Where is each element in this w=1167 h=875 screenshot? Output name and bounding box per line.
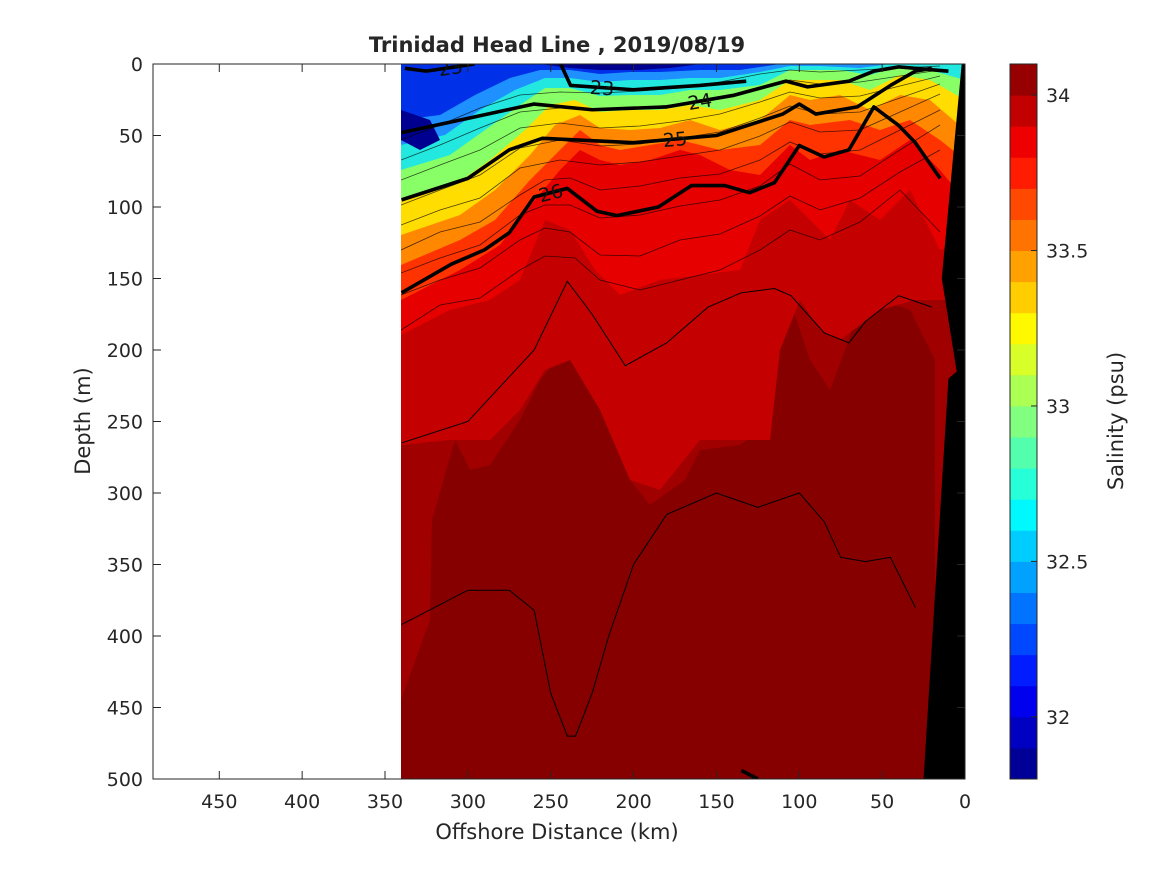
colorbar-step (1010, 157, 1037, 189)
colorbar-tick-label-32-5: 32.5 (1046, 551, 1088, 573)
axes-layer: 450 400 350 300 250 200 150 100 50 00501001502002… (107, 54, 971, 813)
colorbar-step (1010, 499, 1037, 531)
fill-band-34-05 (401, 300, 935, 779)
colorbar-step (1010, 374, 1037, 407)
colorbar-step (1010, 437, 1037, 469)
y-tick-label-0: 0 (131, 54, 143, 76)
x-tick-label-100: 100 (781, 791, 817, 813)
colorbar-step (1010, 188, 1037, 220)
fill-band-31-9 (401, 64, 700, 150)
colorbar-step (1010, 405, 1037, 438)
x-tick-label-250: 250 (533, 791, 569, 813)
sea-floor (923, 64, 965, 779)
colorbar-step (1010, 343, 1037, 376)
colorbar-step (1010, 685, 1037, 718)
fill-band-32-5 (401, 64, 890, 145)
colorbar-step (1010, 95, 1037, 127)
colorbar-tick-label-32: 32 (1046, 707, 1070, 729)
isopycnal-23-line-1 (559, 64, 747, 92)
x-axis-label: Offshore Distance (km) (435, 820, 678, 844)
colorbar-step (1010, 281, 1037, 314)
x-tick-label-300: 300 (450, 791, 486, 813)
y-tick-label-450: 450 (107, 698, 143, 720)
colorbar-step (1010, 716, 1037, 749)
isopycnal-label-24: 24 (686, 89, 714, 115)
y-tick-label-400: 400 (107, 626, 143, 648)
y-axis-label: Depth (m) (71, 367, 95, 474)
y-tick-label-150: 150 (107, 269, 143, 291)
y-tick-label-500: 500 (107, 769, 143, 791)
colorbar-step (1010, 468, 1037, 500)
colorbar-tick-label-33-5: 33.5 (1046, 241, 1088, 263)
colorbar-step (1010, 219, 1037, 252)
colorbar-step (1010, 64, 1037, 96)
x-tick-label-350: 350 (367, 791, 403, 813)
isopycnal-25-line-3 (401, 66, 933, 202)
colorbar-frame (1009, 63, 1038, 780)
colorbar-step (1010, 747, 1037, 780)
x-tick-label-0: 0 (959, 791, 971, 813)
y-tick-label-100: 100 (107, 197, 143, 219)
x-tick-label-150: 150 (698, 791, 734, 813)
colorbar-step (1010, 250, 1037, 283)
chart-title: Trinidad Head Line , 2019/08/19 (369, 33, 745, 57)
colorbar-step (1010, 312, 1037, 345)
fill-band-32-2 (401, 64, 780, 120)
colorbar-step (1010, 592, 1037, 625)
isopycnal-label-23: 23 (589, 77, 615, 101)
colorbar-step (1010, 530, 1037, 562)
isopycnal-label-23: 23 (437, 56, 464, 81)
colorbar-tick-label-34: 34 (1046, 85, 1070, 107)
isohaline-33-9 (401, 280, 933, 444)
isopycnal-24-line-2 (401, 65, 949, 135)
x-tick-label-200: 200 (615, 791, 651, 813)
x-tick-label-450: 450 (201, 791, 237, 813)
y-tick-label-300: 300 (107, 483, 143, 505)
colorbar-step (1010, 126, 1037, 158)
y-tick-label-250: 250 (107, 412, 143, 434)
colorbar-step (1010, 623, 1037, 656)
isopycnal-26-5-line-5 (740, 768, 759, 779)
colorbar: 32 32.5 33 33.5 34 (1009, 63, 1088, 780)
x-tick-label-400: 400 (284, 791, 320, 813)
y-tick-label-200: 200 (107, 340, 143, 362)
isopycnal-label-25: 25 (662, 128, 688, 152)
colorbar-step (1010, 561, 1037, 593)
isopycnal-26-line-4 (400, 105, 942, 295)
y-tick-label-350: 350 (107, 555, 143, 577)
colorbar-step (1010, 654, 1037, 687)
x-tick-label-50: 50 (870, 791, 894, 813)
y-tick-label-50: 50 (119, 126, 143, 148)
isopycnal-23-line-0 (404, 64, 475, 73)
colorbar-tick-label-33: 33 (1046, 396, 1070, 418)
salinity-fill (401, 64, 965, 779)
fill-band-33-1 (401, 64, 965, 200)
isohaline-34 (401, 492, 916, 737)
colorbar-label: Salinity (psu) (1104, 352, 1128, 490)
